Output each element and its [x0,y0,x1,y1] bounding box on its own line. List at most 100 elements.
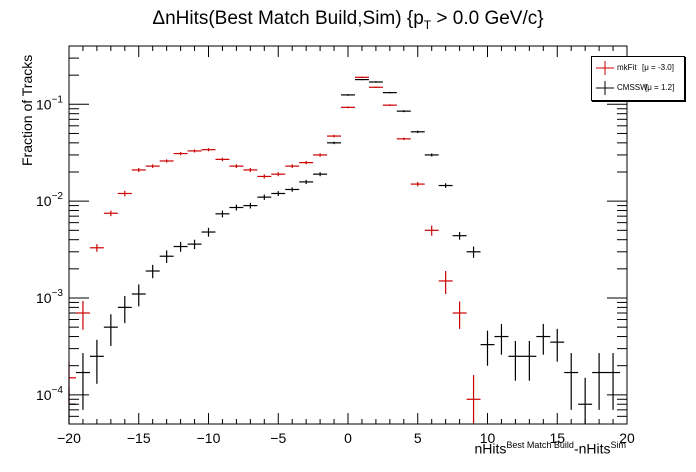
data-point [145,164,160,168]
data-point [396,137,411,141]
data-point [285,164,300,168]
data-point [341,106,355,109]
data-point [285,187,300,192]
data-point [75,301,90,330]
legend-marker-cmssw [596,81,614,95]
title-rest: > 0.0 GeV/c} [431,8,544,29]
data-point [382,91,397,94]
data-point [271,172,286,177]
xlabel-sup-sim: Sim [610,440,627,450]
data-point [564,353,579,410]
data-point [159,159,174,163]
data-point [368,81,383,83]
data-point [173,151,188,156]
data-point [215,210,230,218]
data-point [452,301,467,329]
x-tick-label: −10 [197,430,221,446]
tick-labels: −20 −15 −10 −5 0 5 10 15 20 10−4 10−3 10−2 10−1 [36,94,635,446]
data-point [257,194,272,200]
data-point [438,271,453,294]
data-point [424,225,439,236]
title-subscript: T [423,17,432,32]
data-point [243,167,258,172]
data-point [508,340,523,381]
data-point [229,204,244,211]
x-tick-label: 15 [549,430,565,446]
xlabel-sup-build: Best Match Build [506,440,574,450]
data-point [313,172,328,177]
data-point [494,323,509,355]
data-point [327,141,342,145]
data-point [536,323,551,355]
y-axis-label: Fraction of Tracks [19,54,35,166]
data-point [75,353,90,410]
x-tick-label: 0 [344,430,352,446]
legend-entry-cmssw: CMSSW [μ = 1.2] [592,78,684,98]
data-point [68,361,76,405]
y-tick-label: 10−3 [36,288,63,306]
data-point [550,328,565,362]
chart-title: ΔnHits(Best Match Build,Sim) {pT > 0.0 G… [0,8,696,32]
data-point [271,191,286,197]
data-point [159,250,174,263]
x-axis-label: nHitsBest Match Build-nHitsSim [475,440,627,457]
data-point [131,284,146,307]
legend-marker-mkfit [596,61,614,75]
data-point [187,239,202,250]
x-tick-label: 5 [414,430,422,446]
data-point [452,232,467,240]
y-tick-label: 10−4 [36,385,63,403]
data-point [103,210,118,217]
data-point [410,181,425,187]
data-point [592,353,607,410]
data-point [396,110,411,113]
y-tick-label: 10−1 [36,94,63,112]
series-mkfit [68,76,481,424]
data-point [117,295,132,324]
data-point [522,340,537,381]
legend-label-mkfit: mkFit [617,63,637,72]
x-tick-label: 10 [480,430,496,446]
data-point [229,164,244,168]
data-point [466,375,481,424]
data-point [117,190,132,197]
x-tick-label: −15 [127,430,151,446]
data-point [257,174,272,179]
series-cmssw [68,78,621,424]
data-series [68,76,621,424]
data-point [382,104,397,107]
legend-label-cmssw: CMSSW [617,83,648,92]
data-point [480,330,495,366]
data-point [606,353,621,410]
data-point [89,339,104,384]
y-tick-label: 10−2 [36,191,63,209]
data-point [341,94,355,96]
legend-mu-cmssw: [μ = 1.2] [645,83,675,92]
data-point [215,157,230,162]
data-point [410,130,425,134]
x-tick-label: −5 [270,430,286,446]
axis-ticks [68,45,628,425]
data-point [243,202,258,209]
data-point [354,76,369,78]
xlabel-pre: nHits [474,440,507,457]
data-point [145,264,160,279]
legend: mkFit [μ = -3.0] CMSSW [μ = 1.2] [591,56,685,101]
data-point [299,179,314,185]
data-point [201,148,216,152]
x-tick-label: −20 [57,430,81,446]
data-point [313,153,328,157]
legend-mu-mkfit: [μ = -3.0] [642,63,674,72]
data-point [89,244,104,252]
data-point [299,160,314,165]
data-point [68,387,76,424]
data-point [424,153,439,157]
data-point [201,227,216,237]
xlabel-mid: -nHits [573,440,611,457]
title-main: ΔnHits(Best Match Build,Sim) {p [152,8,424,29]
legend-entry-mkfit: mkFit [μ = -3.0] [592,58,684,78]
data-point [173,241,188,252]
data-point [438,183,453,188]
data-point [368,86,383,88]
